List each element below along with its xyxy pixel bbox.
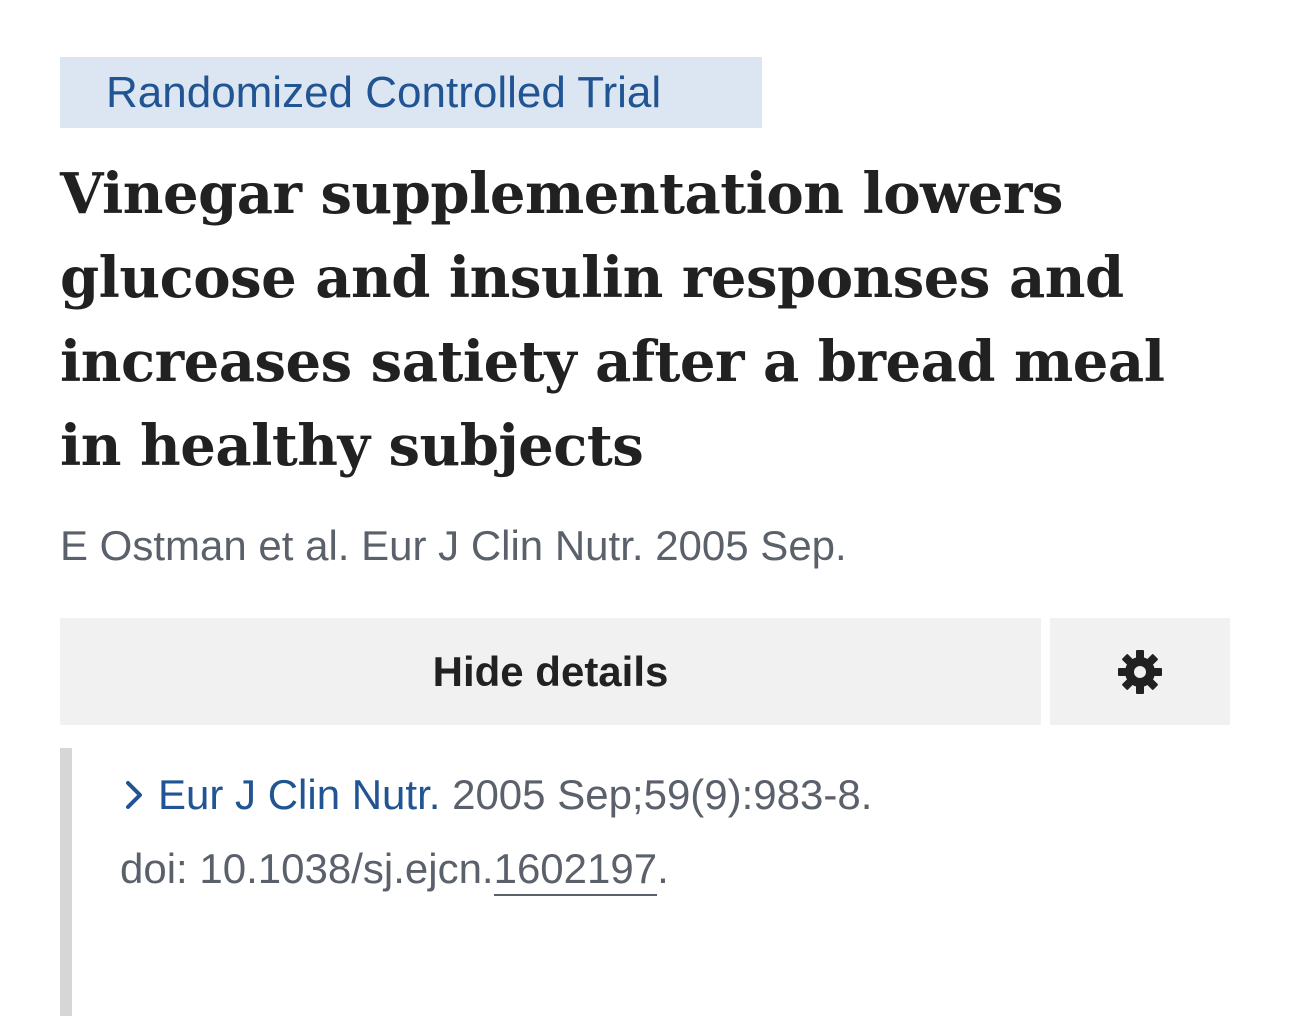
display-settings-button[interactable] [1050, 618, 1230, 725]
title-line: glucose and insulin responses and [60, 245, 1124, 311]
doi-row: doi: 10.1038/sj.ejcn.1602197. [120, 832, 1220, 906]
publication-type-badge: Randomized Controlled Trial [60, 57, 762, 128]
publication-type-label: Randomized Controlled Trial [106, 67, 662, 117]
doi-link[interactable]: 1602197 [493, 845, 658, 896]
article-title: Vinegar supplementation lowers glucose a… [60, 152, 1230, 488]
details-left-border [60, 748, 72, 1016]
title-line: increases satiety after a bread meal [60, 329, 1165, 395]
title-line: in healthy subjects [60, 413, 644, 479]
doi-prefix: doi: 10.1038/sj.ejcn. [120, 845, 494, 892]
gear-icon [1118, 649, 1162, 694]
chevron-right-icon[interactable] [120, 777, 148, 813]
journal-citation-row: Eur J Clin Nutr. 2005 Sep;59(9):983-8. [120, 758, 1220, 832]
title-line: Vinegar supplementation lowers [60, 161, 1063, 227]
doi-suffix: . [657, 845, 669, 892]
article-details: Eur J Clin Nutr. 2005 Sep;59(9):983-8. d… [120, 758, 1220, 906]
hide-details-button[interactable]: Hide details [60, 618, 1041, 725]
journal-link[interactable]: Eur J Clin Nutr. [158, 771, 441, 818]
journal-issue: 2005 Sep;59(9):983-8. [440, 771, 873, 818]
article-citation: E Ostman et al. Eur J Clin Nutr. 2005 Se… [60, 522, 847, 569]
